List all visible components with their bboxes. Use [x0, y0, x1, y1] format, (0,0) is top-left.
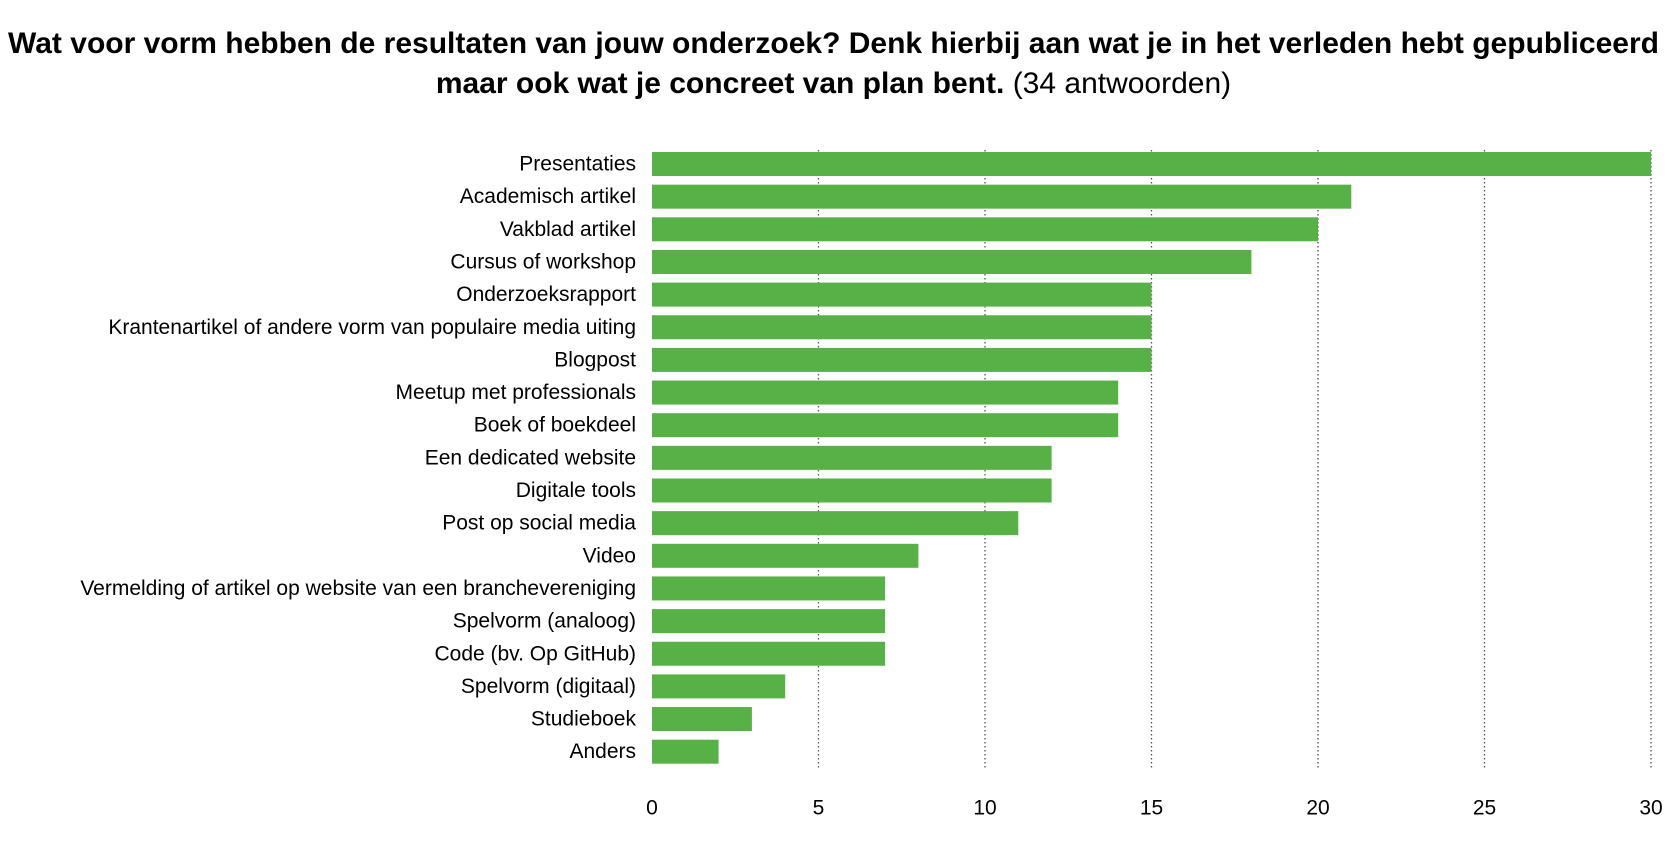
category-label: Vermelding of artikel op website van een…	[80, 577, 636, 600]
category-label: Vakblad artikel	[500, 218, 636, 241]
bar-6	[652, 347, 1152, 372]
x-tick-label: 0	[646, 797, 658, 820]
gridlines	[817, 150, 1652, 770]
category-label: Meetup met professionals	[396, 381, 636, 404]
bar-3	[652, 249, 1252, 274]
category-label: Academisch artikel	[460, 185, 636, 208]
bar-9	[652, 445, 1052, 470]
bar-5	[652, 315, 1152, 340]
bar-4	[652, 282, 1152, 307]
response-count: (34 antwoorden)	[1012, 67, 1232, 100]
bar-2	[652, 217, 1318, 242]
category-label: Onderzoeksrapport	[456, 283, 636, 306]
bar-14	[652, 609, 886, 634]
category-label: Video	[583, 544, 636, 567]
x-axis-tick-labels: 0 5 10 15 20 25 30	[646, 797, 1663, 820]
category-label: Code (bv. Op GitHub)	[434, 642, 636, 665]
bar-16	[652, 674, 786, 699]
category-label: Studieboek	[531, 708, 637, 731]
bar-13	[652, 576, 886, 601]
category-label: Anders	[569, 740, 636, 763]
chart-title-main: Wat voor vorm hebben de resultaten van j…	[8, 27, 1659, 100]
chart-title: Wat voor vorm hebben de resultaten van j…	[0, 24, 1667, 104]
bar-1	[652, 184, 1352, 209]
category-label: Presentaties	[519, 153, 636, 176]
category-label: Boek of boekdeel	[474, 414, 636, 437]
bar-7	[652, 380, 1119, 405]
x-tick-label: 30	[1639, 797, 1662, 820]
x-tick-label: 5	[813, 797, 825, 820]
category-label: Spelvorm (digitaal)	[461, 675, 636, 698]
x-tick-label: 10	[973, 797, 996, 820]
bar-12	[652, 543, 919, 568]
category-label: Cursus of workshop	[450, 250, 636, 273]
bar-15	[652, 641, 886, 666]
x-tick-label: 25	[1473, 797, 1496, 820]
bar-18	[652, 739, 719, 764]
category-label: Spelvorm (analoog)	[453, 610, 636, 633]
bar-0	[652, 152, 1651, 176]
x-tick-label: 15	[1140, 797, 1163, 820]
category-label: Post op social media	[442, 512, 636, 535]
bar-8	[652, 413, 1119, 438]
bar-17	[652, 707, 752, 732]
bars	[652, 152, 1651, 764]
bar-10	[652, 478, 1052, 503]
category-label: Krantenartikel of andere vorm van popula…	[108, 316, 636, 339]
category-label: Blogpost	[554, 348, 636, 371]
bar-11	[652, 511, 1019, 536]
x-tick-label: 20	[1306, 797, 1329, 820]
category-label: Digitale tools	[516, 479, 636, 502]
category-label: Een dedicated website	[425, 446, 636, 469]
category-labels: Presentaties Academisch artikel Vakblad ar…	[80, 153, 636, 764]
